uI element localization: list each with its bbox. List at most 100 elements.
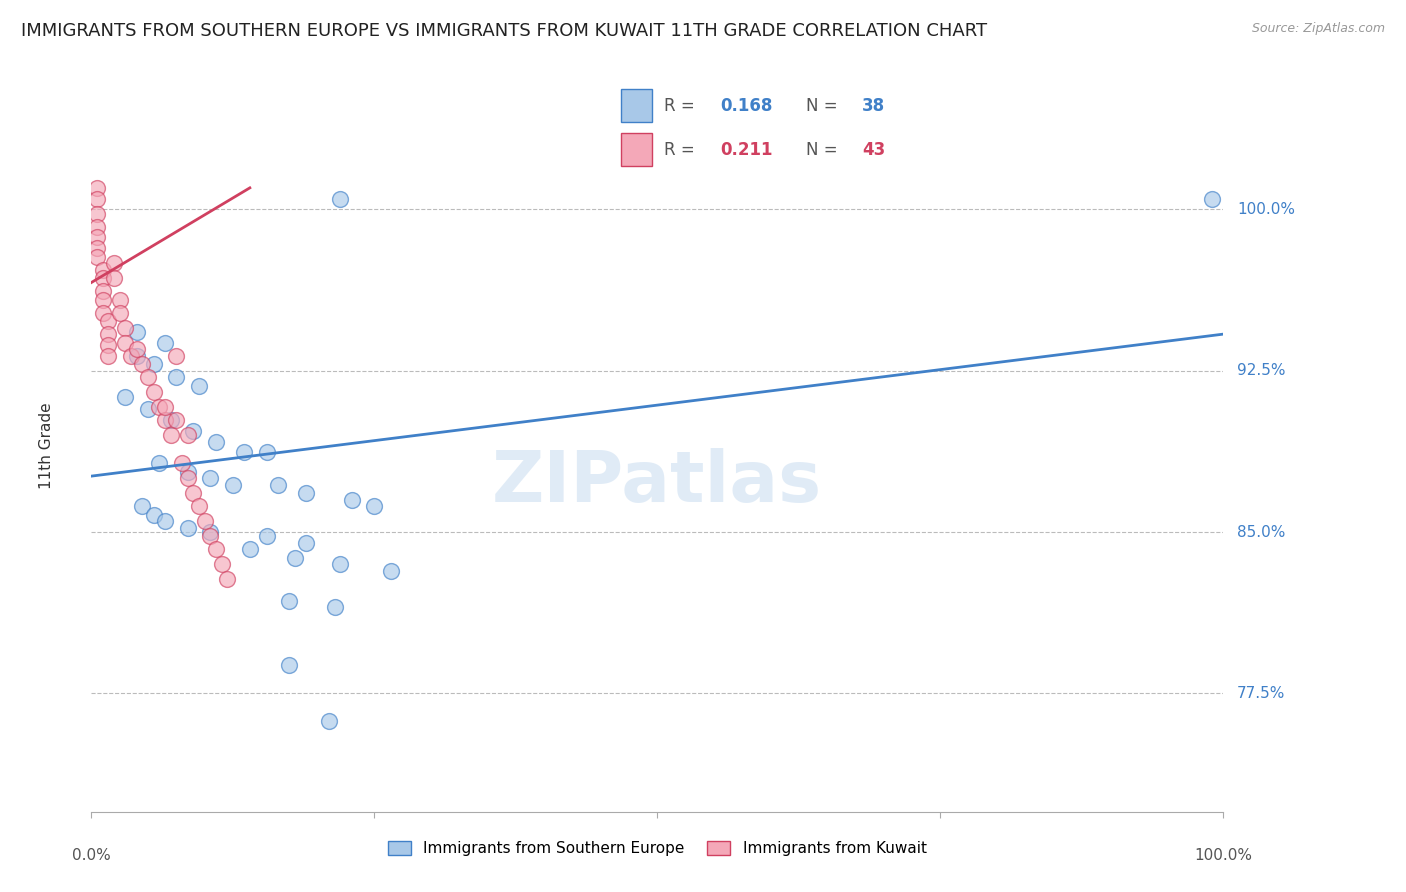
Point [148, 456, 170, 470]
Point [1201, 192, 1223, 206]
Point [86, 241, 108, 255]
Text: 92.5%: 92.5% [1237, 363, 1285, 378]
Bar [621, 89, 652, 122]
Point [114, 320, 136, 334]
Point [97, 314, 120, 328]
Text: 0.0%: 0.0% [72, 848, 111, 863]
Point [91, 305, 114, 319]
Text: 38: 38 [862, 96, 886, 114]
Text: 100.0%: 100.0% [1237, 202, 1295, 217]
Point [142, 357, 165, 371]
Point [97, 349, 120, 363]
Point [131, 357, 153, 371]
Point [217, 573, 239, 587]
Point [200, 524, 222, 539]
Point [86, 219, 108, 234]
Point [176, 471, 198, 485]
Point [136, 370, 159, 384]
Point [108, 305, 131, 319]
Text: 0.211: 0.211 [720, 141, 772, 159]
Point [329, 192, 352, 206]
Point [86, 207, 108, 221]
Text: Source: ZipAtlas.com: Source: ZipAtlas.com [1251, 22, 1385, 36]
Point [256, 445, 278, 459]
Text: N =: N = [807, 141, 844, 159]
Text: ZIPatlas: ZIPatlas [492, 448, 823, 517]
Point [153, 401, 176, 415]
Point [187, 500, 209, 514]
Point [380, 564, 402, 578]
Point [165, 370, 187, 384]
Text: IMMIGRANTS FROM SOUTHERN EUROPE VS IMMIGRANTS FROM KUWAIT 11TH GRADE CORRELATION: IMMIGRANTS FROM SOUTHERN EUROPE VS IMMIG… [21, 22, 987, 40]
Point [363, 500, 385, 514]
Point [125, 325, 148, 339]
Point [340, 492, 363, 507]
Point [233, 445, 256, 459]
Point [142, 508, 165, 522]
Point [114, 335, 136, 350]
Point [125, 342, 148, 356]
Point [187, 378, 209, 392]
Point [97, 327, 120, 342]
Text: 77.5%: 77.5% [1237, 686, 1285, 701]
Point [278, 658, 301, 673]
Point [200, 529, 222, 543]
Point [153, 413, 176, 427]
Text: 11th Grade: 11th Grade [38, 402, 53, 490]
Point [211, 558, 233, 572]
Point [120, 349, 142, 363]
Point [125, 349, 148, 363]
Point [205, 434, 228, 449]
Point [114, 390, 136, 404]
Point [86, 192, 108, 206]
Point [86, 230, 108, 244]
Point [295, 536, 318, 550]
Point [170, 456, 193, 470]
Point [181, 486, 204, 500]
Legend: Immigrants from Southern Europe, Immigrants from Kuwait: Immigrants from Southern Europe, Immigra… [382, 835, 932, 863]
Point [222, 477, 245, 491]
Text: R =: R = [664, 141, 700, 159]
Point [131, 500, 153, 514]
Point [278, 594, 301, 608]
Point [108, 293, 131, 307]
Text: 43: 43 [862, 141, 886, 159]
Point [97, 338, 120, 352]
Point [176, 521, 198, 535]
Point [153, 335, 176, 350]
Point [318, 714, 340, 729]
Point [181, 424, 204, 438]
Point [205, 542, 228, 557]
Text: 85.0%: 85.0% [1237, 524, 1285, 540]
Point [176, 465, 198, 479]
Point [267, 477, 290, 491]
Point [153, 514, 176, 528]
Text: 100.0%: 100.0% [1194, 848, 1253, 863]
Point [284, 550, 307, 565]
Point [91, 271, 114, 285]
Point [136, 402, 159, 417]
Point [329, 558, 352, 572]
Point [103, 256, 125, 270]
Point [256, 529, 278, 543]
Point [159, 428, 181, 442]
Point [200, 471, 222, 485]
Point [165, 413, 187, 427]
Point [91, 284, 114, 298]
Text: R =: R = [664, 96, 700, 114]
Point [86, 250, 108, 264]
Point [176, 428, 198, 442]
Point [193, 514, 217, 528]
Point [103, 271, 125, 285]
Point [159, 413, 181, 427]
Point [86, 181, 108, 195]
Point [91, 293, 114, 307]
Bar [621, 133, 652, 166]
Point [239, 542, 262, 557]
Point [165, 349, 187, 363]
Point [91, 262, 114, 277]
Text: 0.168: 0.168 [720, 96, 772, 114]
Point [323, 600, 346, 615]
Point [142, 385, 165, 400]
Text: N =: N = [807, 96, 844, 114]
